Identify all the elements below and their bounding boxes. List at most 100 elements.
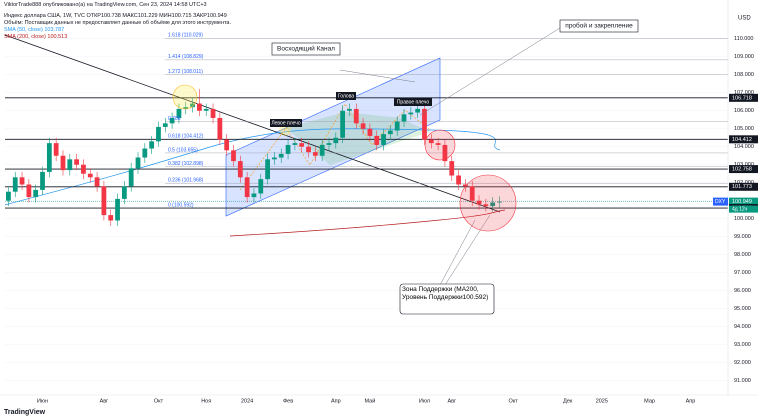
price-level-box: [729, 93, 758, 102]
candle-body: [299, 143, 305, 147]
candle-body: [312, 152, 318, 156]
symbol-tag-box: [713, 197, 728, 206]
candle-body: [408, 112, 414, 115]
candle-body: [19, 177, 25, 185]
x-tick-label: 2025: [596, 398, 608, 404]
candle-body: [87, 173, 93, 178]
candle-body: [231, 150, 236, 162]
fib-label: 0.236 (101.968): [168, 178, 204, 184]
candle-body: [53, 143, 59, 156]
y-tick-label: 92.000: [734, 360, 751, 366]
symbol-tag: DXY: [715, 199, 726, 205]
candle-body: [422, 108, 427, 140]
callout-box: [271, 42, 341, 56]
candle-body: [353, 108, 359, 124]
candle-body: [203, 108, 209, 111]
price-level-label: 102.758: [732, 167, 752, 173]
candle-body: [340, 110, 346, 138]
annotation: Голова: [338, 93, 354, 99]
price-level-box: [729, 197, 758, 206]
fib-label: 1.618 (110.029): [168, 33, 203, 39]
y-tick-label: 99.000: [734, 234, 751, 240]
sma50-legend: SMA (50, close) 103.787: [4, 27, 65, 33]
candle-body: [67, 159, 73, 171]
footer: TradingView: [4, 409, 46, 416]
y-tick-label: 95.000: [734, 306, 751, 312]
candle-body: [244, 177, 250, 198]
sma200-line: [229, 209, 506, 237]
y-tick-label: 110.000: [734, 36, 753, 42]
fib-label: 0.618 (104.412): [168, 134, 204, 140]
candle-body: [394, 121, 400, 131]
sma50-line: [4, 128, 501, 206]
fib-label: 1.414 (108.829): [168, 54, 204, 60]
head-shoulders-line: [239, 103, 431, 191]
candle-body: [435, 143, 441, 145]
candle-body: [12, 177, 18, 192]
fib-label: 0.382 (102.898): [168, 161, 204, 167]
fib-label: 0.5 (103.655): [168, 147, 198, 153]
candle-body: [456, 175, 461, 185]
candle-body: [183, 107, 189, 109]
y-tick-label: 96.000: [734, 288, 751, 294]
countdown-box: [729, 205, 758, 213]
candle-body: [319, 144, 325, 156]
y-tick-label: 107.000: [734, 90, 754, 96]
x-tick-label: Дек: [563, 398, 573, 404]
label-box: [270, 119, 302, 127]
label-box: [394, 98, 432, 106]
candle-body: [497, 201, 502, 203]
y-tick-label: 106.000: [734, 108, 754, 114]
candle-body: [237, 161, 243, 178]
candle-body: [217, 117, 223, 140]
y-tick-label: 108.000: [734, 72, 754, 78]
candle-body: [224, 139, 230, 151]
x-tick-label: Мар: [644, 398, 655, 404]
candle-body: [367, 128, 373, 136]
y-tick-label: 105.000: [734, 126, 754, 132]
candle-body: [135, 157, 141, 169]
candle-body: [6, 191, 11, 201]
annotation: Восходящий Канал: [277, 45, 335, 53]
callout-box: [399, 283, 495, 315]
x-tick-label: Авг: [100, 398, 109, 404]
candle-body: [251, 193, 257, 198]
candle-body: [115, 198, 120, 221]
candle-body: [108, 215, 114, 221]
candle-body: [292, 143, 298, 145]
candle-body: [463, 184, 468, 187]
x-tick-label: Апр: [331, 398, 341, 404]
x-tick-label: Июн: [37, 398, 48, 404]
candle-body: [60, 155, 66, 171]
candle-body: [265, 159, 270, 180]
x-tick-label: Май: [365, 397, 376, 404]
fib-label: 0.786: [168, 116, 181, 122]
y-tick-label: 93.000: [734, 342, 751, 348]
candle-body: [142, 148, 148, 158]
y-tick-label: 98.000: [734, 252, 751, 258]
x-tick-label: Ноя: [201, 398, 211, 404]
candle-body: [121, 186, 127, 199]
sma200-legend: SMA (200, close) 100.513: [4, 34, 68, 40]
candle-body: [101, 186, 107, 216]
fib-label: 0 (100.592): [168, 202, 194, 208]
candle-body: [128, 168, 134, 187]
highlight-circle: [424, 129, 456, 161]
candle-body: [176, 108, 182, 118]
candle-body: [197, 103, 202, 111]
price-level-label: 100.949: [732, 199, 752, 205]
annotation: Правое плечо: [397, 99, 430, 105]
annotation: пробой и закрепление: [565, 22, 633, 30]
x-tick-label: Окт: [509, 398, 519, 404]
y-tick-label: 97.000: [734, 270, 751, 276]
candle-body: [26, 184, 32, 198]
candle-body: [94, 177, 100, 187]
candle-body: [347, 108, 352, 111]
callout-line: [339, 69, 416, 83]
price-level-label: 106.718: [732, 95, 752, 101]
annotation-box: Зона Поддержки (MA200, Уровень Поддержки…: [402, 286, 488, 301]
y-tick-label: 104.000: [734, 144, 754, 150]
